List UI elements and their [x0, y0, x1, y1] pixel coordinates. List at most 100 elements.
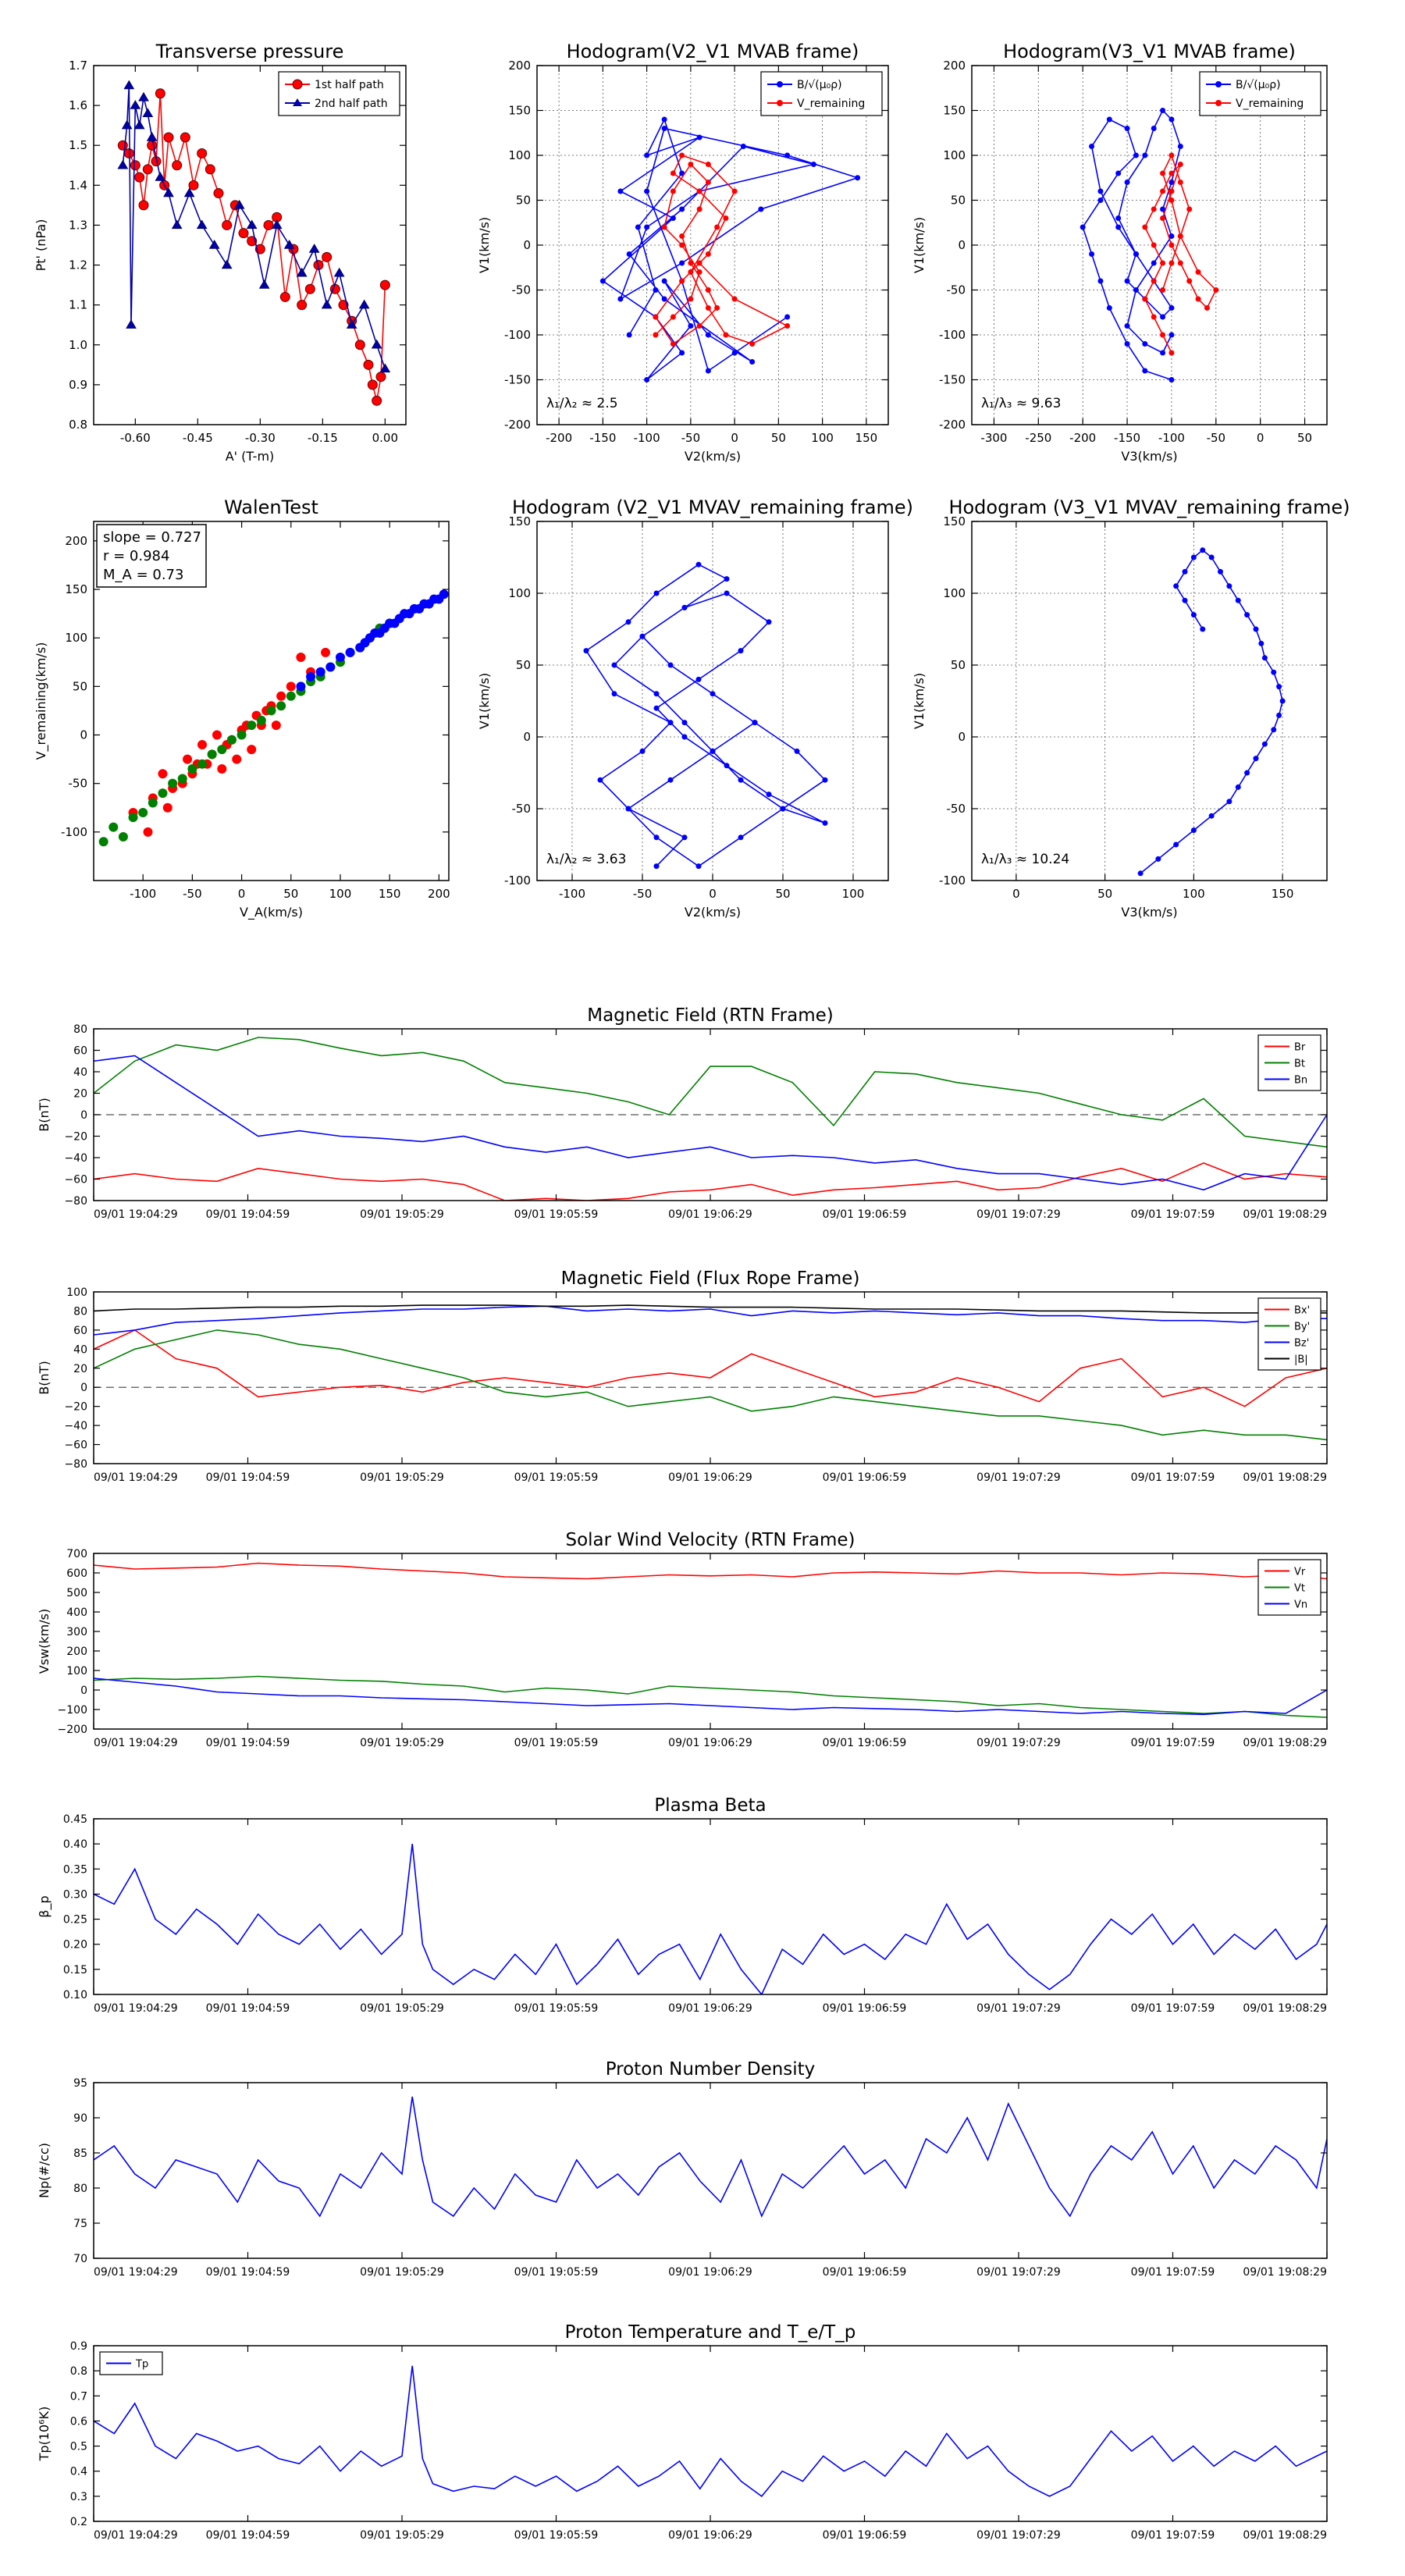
x-tick-label: -50	[681, 431, 701, 445]
x-tick-label: -200	[546, 431, 572, 445]
x-tick-label: 09/01 19:05:29	[360, 1208, 444, 1221]
data-point	[710, 691, 716, 697]
data-point	[1160, 188, 1166, 194]
x-tick-label: 09/01 19:08:29	[1243, 2529, 1327, 2542]
data-point	[723, 332, 729, 338]
data-point	[1151, 278, 1157, 284]
data-point	[1160, 314, 1166, 320]
y-tick-label: 40	[73, 1066, 87, 1079]
data-point	[1276, 684, 1282, 690]
data-point	[1089, 144, 1095, 149]
series-line	[94, 1037, 1327, 1148]
data-point	[276, 691, 286, 701]
series-line	[94, 1329, 1327, 1407]
x-tick-label: 0	[1257, 431, 1264, 445]
x-tick-label: 09/01 19:07:59	[1131, 2529, 1215, 2542]
data-point	[1244, 612, 1250, 618]
legend-marker	[293, 98, 302, 106]
data-point	[705, 332, 711, 338]
x-tick-label: 09/01 19:06:59	[823, 1471, 907, 1484]
data-point	[723, 215, 729, 221]
data-point	[688, 162, 694, 167]
data-point	[670, 188, 676, 194]
data-point	[217, 745, 227, 755]
series-Vn	[94, 1678, 1327, 1716]
data-point	[1080, 224, 1086, 230]
data-point	[217, 764, 227, 774]
proton-number-density-chart: 09/01 19:04:29 09/01 19:04:59 09/01 19:05:…	[37, 2059, 1328, 2279]
y-tick-label: -50	[512, 283, 532, 297]
stats-line: slope = 0.727	[103, 529, 201, 546]
data-point	[379, 279, 390, 290]
data-point	[1168, 377, 1175, 382]
data-point	[1151, 206, 1157, 212]
y-axis-label: Vsw(km/s)	[37, 1609, 52, 1674]
proton-temperature-chart: 09/01 19:04:29 09/01 19:04:59 09/01 19:05:…	[37, 2322, 1328, 2542]
data-point	[1208, 554, 1215, 560]
data-point	[188, 180, 199, 190]
y-tick-label: 50	[516, 658, 531, 672]
data-point	[611, 662, 617, 668]
y-tick-label: −60	[64, 1174, 87, 1187]
data-point	[679, 206, 685, 212]
data-point	[731, 350, 738, 356]
data-point	[1151, 242, 1157, 248]
legend-label: Vn	[1294, 1599, 1307, 1611]
x-tick-label: -50	[1207, 431, 1226, 445]
x-tick-label: 09/01 19:07:59	[1131, 2266, 1215, 2279]
y-tick-label: 1.6	[69, 98, 87, 112]
data-point	[1213, 287, 1219, 293]
chart-title: Solar Wind Velocity (RTN Frame)	[565, 1530, 855, 1550]
data-point	[626, 332, 632, 338]
data-point	[822, 820, 828, 826]
legend-label: Vr	[1294, 1567, 1306, 1578]
x-tick-label: 09/01 19:04:59	[206, 1208, 290, 1221]
x-tick-label: 09/01 19:04:29	[94, 2529, 178, 2542]
x-axis-label: V3(km/s)	[1121, 449, 1177, 464]
data-point	[1124, 341, 1130, 347]
y-tick-label: 70	[73, 2253, 87, 2265]
data-point	[681, 604, 688, 610]
y-tick-label: 50	[951, 658, 966, 672]
y-tick-label: 0.9	[69, 378, 87, 392]
series-line	[1144, 153, 1217, 354]
data-point	[1097, 278, 1104, 284]
y-tick-label: 100	[943, 148, 966, 162]
y-tick-label: −100	[58, 1704, 87, 1717]
x-tick-label: 100	[329, 887, 352, 901]
data-point	[696, 206, 702, 212]
data-point	[653, 705, 660, 711]
data-point	[1133, 152, 1139, 158]
y-tick-label: -100	[61, 825, 87, 839]
data-point	[679, 278, 685, 284]
x-tick-label: 09/01 19:07:29	[976, 1208, 1061, 1221]
y-tick-label: 75	[73, 2218, 87, 2230]
data-point	[130, 100, 141, 109]
series-line	[94, 1055, 1327, 1191]
x-tick-label: 09/01 19:06:29	[668, 1208, 752, 1221]
series-line	[1082, 109, 1182, 381]
data-point	[1160, 108, 1166, 113]
data-point	[1173, 841, 1179, 848]
data-point	[724, 590, 730, 596]
data-point	[158, 769, 168, 779]
data-point	[205, 164, 215, 175]
y-tick-label: 100	[508, 148, 531, 162]
chart-title: Hodogram (V2_V1 MVAV_remaining frame)	[512, 496, 913, 518]
stats-box	[96, 524, 207, 588]
series-line	[94, 1305, 1327, 1336]
y-tick-label: 150	[508, 514, 531, 528]
legend-label: 2nd half path	[315, 98, 388, 110]
data-point	[335, 653, 345, 663]
data-point	[1177, 180, 1183, 185]
data-point	[696, 323, 702, 329]
y-tick-label: −40	[64, 1420, 87, 1432]
data-point	[233, 199, 245, 209]
y-tick-label: 150	[65, 582, 87, 596]
data-point	[714, 305, 720, 311]
y-axis-label: β_p	[37, 1895, 52, 1917]
x-tick-label: 09/01 19:07:29	[976, 2529, 1061, 2542]
data-point	[148, 798, 158, 808]
